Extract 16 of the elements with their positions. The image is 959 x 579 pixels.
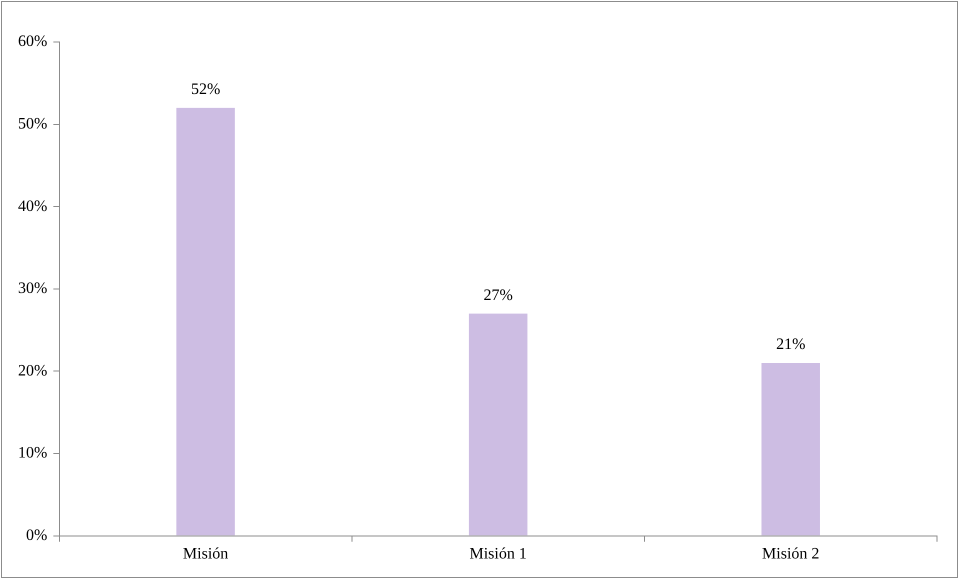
y-tick-label: 50%	[18, 116, 48, 133]
bar	[468, 314, 528, 536]
x-tick-label: Misión 1	[469, 546, 527, 563]
bar	[176, 108, 235, 536]
data-label: 27%	[484, 286, 513, 304]
y-tick-label: 60%	[18, 33, 48, 50]
y-tick-label: 10%	[18, 444, 48, 462]
bar	[761, 362, 820, 536]
x-tick-label: Misión	[182, 546, 228, 563]
y-tick-label: 0%	[26, 527, 48, 544]
x-tick-label: Misión 2	[762, 546, 820, 563]
data-label: 52%	[190, 81, 220, 98]
y-tick-label: 40%	[18, 198, 48, 215]
data-label: 21%	[776, 336, 806, 354]
y-tick-label: 30%	[18, 280, 48, 298]
y-tick-label: 20%	[18, 362, 48, 380]
